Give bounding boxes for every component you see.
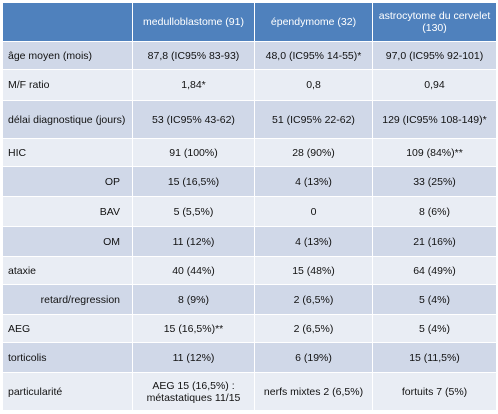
header-cell-empty (2, 2, 133, 42)
row-label: OM (2, 226, 133, 257)
table-row: délai diagnostique (jours) 53 (IC95% 43-6… (2, 100, 497, 139)
table-cell: 6 (19%) (254, 342, 373, 373)
table-cell: 1,84* (132, 69, 255, 101)
row-label: OP (2, 166, 133, 197)
table-row: OM 11 (12%) 4 (13%) 21 (16%) (2, 226, 497, 257)
table-cell: 2 (6,5%) (254, 284, 373, 315)
table-cell: 40 (44%) (132, 256, 255, 285)
table-row: BAV 5 (5,5%) 0 8 (6%) (2, 196, 497, 227)
table-row: ataxie 40 (44%) 15 (48%) 64 (49%) (2, 256, 497, 285)
table-cell: 8 (9%) (132, 284, 255, 315)
table-cell: 5 (4%) (372, 314, 497, 343)
table-cell: nerfs mixtes 2 (6,5%) (254, 372, 373, 411)
row-label: âge moyen (mois) (2, 41, 133, 70)
table-cell: 15 (16,5%) (132, 166, 255, 197)
row-label: ataxie (2, 256, 133, 285)
header-row: medulloblastome (91) épendymome (32) ast… (2, 2, 497, 42)
table-cell: 15 (48%) (254, 256, 373, 285)
row-label: particularité (2, 372, 133, 411)
table-row: particularité AEG 15 (16,5%) : métastatiq… (2, 372, 497, 411)
row-label: délai diagnostique (jours) (2, 100, 133, 139)
table-row: retard/regression 8 (9%) 2 (6,5%) 5 (4%) (2, 284, 497, 315)
table-cell: 21 (16%) (372, 226, 497, 257)
table-cell: 15 (16,5%)** (132, 314, 255, 343)
row-label: retard/regression (2, 284, 133, 315)
table-cell: 15 (11,5%) (372, 342, 497, 373)
header-ependymome: épendymome (32) (254, 2, 373, 42)
row-label: AEG (2, 314, 133, 343)
table-row: M/F ratio 1,84* 0,8 0,94 (2, 69, 497, 101)
table-cell: 4 (13%) (254, 166, 373, 197)
table-cell: 5 (5,5%) (132, 196, 255, 227)
table-cell: fortuits 7 (5%) (372, 372, 497, 411)
table-cell: 91 (100%) (132, 138, 255, 167)
table-cell: 28 (90%) (254, 138, 373, 167)
row-label: torticolis (2, 342, 133, 373)
header-medulloblastome: medulloblastome (91) (132, 2, 255, 42)
table-row: HIC 91 (100%) 28 (90%) 109 (84%)** (2, 138, 497, 167)
table-cell: 0,94 (372, 69, 497, 101)
table-row: torticolis 11 (12%) 6 (19%) 15 (11,5%) (2, 342, 497, 373)
table-cell: 4 (13%) (254, 226, 373, 257)
table-cell: 5 (4%) (372, 284, 497, 315)
table-cell: 129 (IC95% 108-149)* (372, 100, 497, 139)
row-label: M/F ratio (2, 69, 133, 101)
table-cell: 64 (49%) (372, 256, 497, 285)
table-cell: 0 (254, 196, 373, 227)
table-cell: AEG 15 (16,5%) : métastatiques 11/15 (132, 372, 255, 411)
table-cell: 8 (6%) (372, 196, 497, 227)
table-cell: 11 (12%) (132, 226, 255, 257)
table-cell: 97,0 (IC95% 92-101) (372, 41, 497, 70)
table-row: AEG 15 (16,5%)** 2 (6,5%) 5 (4%) (2, 314, 497, 343)
table-cell: 53 (IC95% 43-62) (132, 100, 255, 139)
table-cell: 2 (6,5%) (254, 314, 373, 343)
table-row: âge moyen (mois) 87,8 (IC95% 83-93) 48,0 (… (2, 41, 497, 70)
table-cell: 48,0 (IC95% 14-55)* (254, 41, 373, 70)
table-cell: 51 (IC95% 22-62) (254, 100, 373, 139)
row-label: BAV (2, 196, 133, 227)
table-cell: 0,8 (254, 69, 373, 101)
table-cell: 33 (25%) (372, 166, 497, 197)
table-cell: 11 (12%) (132, 342, 255, 373)
header-astrocytome: astrocytome du cervelet (130) (372, 2, 497, 42)
table-row: OP 15 (16,5%) 4 (13%) 33 (25%) (2, 166, 497, 197)
row-label: HIC (2, 138, 133, 167)
table-cell: 87,8 (IC95% 83-93) (132, 41, 255, 70)
table-cell: 109 (84%)** (372, 138, 497, 167)
